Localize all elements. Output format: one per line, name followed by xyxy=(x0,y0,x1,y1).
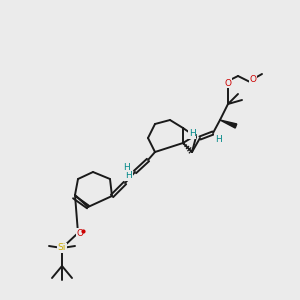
Text: O: O xyxy=(250,74,256,83)
Text: H: H xyxy=(189,130,195,139)
Text: O: O xyxy=(224,79,232,88)
Text: Si: Si xyxy=(58,244,66,253)
Text: H: H xyxy=(214,134,221,143)
Polygon shape xyxy=(220,120,237,128)
Text: H: H xyxy=(126,172,132,181)
Text: H: H xyxy=(124,163,130,172)
Text: O: O xyxy=(76,229,83,238)
